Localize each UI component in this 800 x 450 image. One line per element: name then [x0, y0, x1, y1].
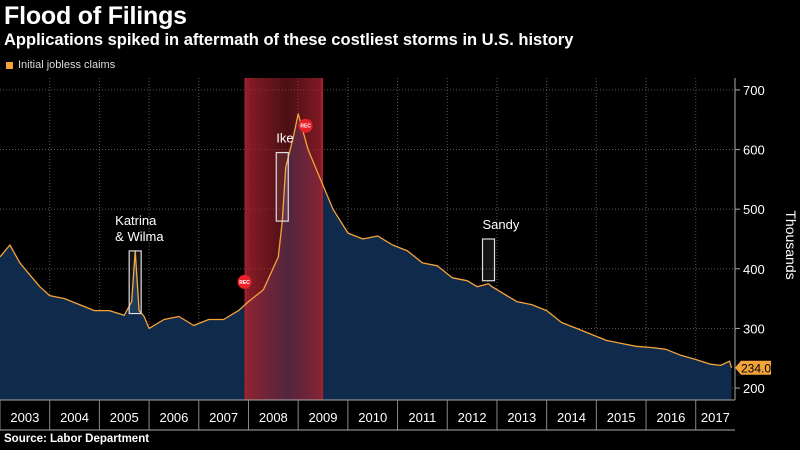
x-tick-label: 2017 [701, 410, 730, 425]
x-tick-label: 2010 [358, 410, 387, 425]
x-tick-label: 2004 [60, 410, 89, 425]
x-tick-label: 2016 [656, 410, 685, 425]
last-value-label: 234.0 [741, 361, 771, 375]
annotation-label: Sandy [483, 217, 520, 232]
recession-edge [321, 78, 324, 400]
area-fill [0, 113, 732, 401]
x-tick-label: 2003 [10, 410, 39, 425]
x-tick-label: 2008 [259, 410, 288, 425]
x-tick-label: 2011 [408, 410, 436, 425]
legend-label: Initial jobless claims [18, 59, 116, 71]
x-tick-label: 2007 [209, 410, 238, 425]
annotation-label: Ike [276, 131, 293, 146]
x-tick-label: 2009 [309, 410, 338, 425]
recession-marker-label: REC [300, 124, 311, 130]
y-tick-label: 600 [743, 143, 765, 158]
y-tick-label: 400 [743, 262, 765, 277]
x-tick-label: 2014 [557, 410, 586, 425]
x-tick-label: 2013 [507, 410, 536, 425]
series-line [0, 113, 733, 368]
y-tick-label: 200 [743, 381, 765, 396]
last-value-callout [735, 360, 771, 375]
y-tick-label: 300 [743, 321, 765, 336]
annotation-box [128, 250, 142, 315]
recession-marker [237, 274, 252, 289]
annotation-box [275, 151, 289, 222]
x-tick-label: 2015 [607, 410, 636, 425]
annotation-label: & Wilma [115, 229, 164, 244]
recession-marker [298, 118, 313, 133]
legend: Initial jobless claims [6, 59, 115, 71]
annotation-box [481, 238, 496, 282]
x-tick-label: 2006 [159, 410, 188, 425]
annotation-label: Katrina [115, 213, 157, 228]
recession-band [244, 78, 324, 400]
source-note: Source: Labor Department [4, 433, 150, 445]
y-tick-label: 700 [743, 83, 765, 98]
recession-marker-label: REC [239, 280, 250, 286]
legend-swatch [6, 61, 13, 69]
recession-edge [244, 78, 247, 400]
chart-title: Flood of Filings [4, 2, 187, 30]
y-tick-label: 500 [743, 202, 765, 217]
x-tick-label: 2012 [458, 410, 487, 425]
x-tick-label: 2005 [110, 410, 139, 425]
y-axis-title: Thousands [783, 210, 799, 279]
chart-subtitle: Applications spiked in aftermath of thes… [4, 31, 574, 49]
